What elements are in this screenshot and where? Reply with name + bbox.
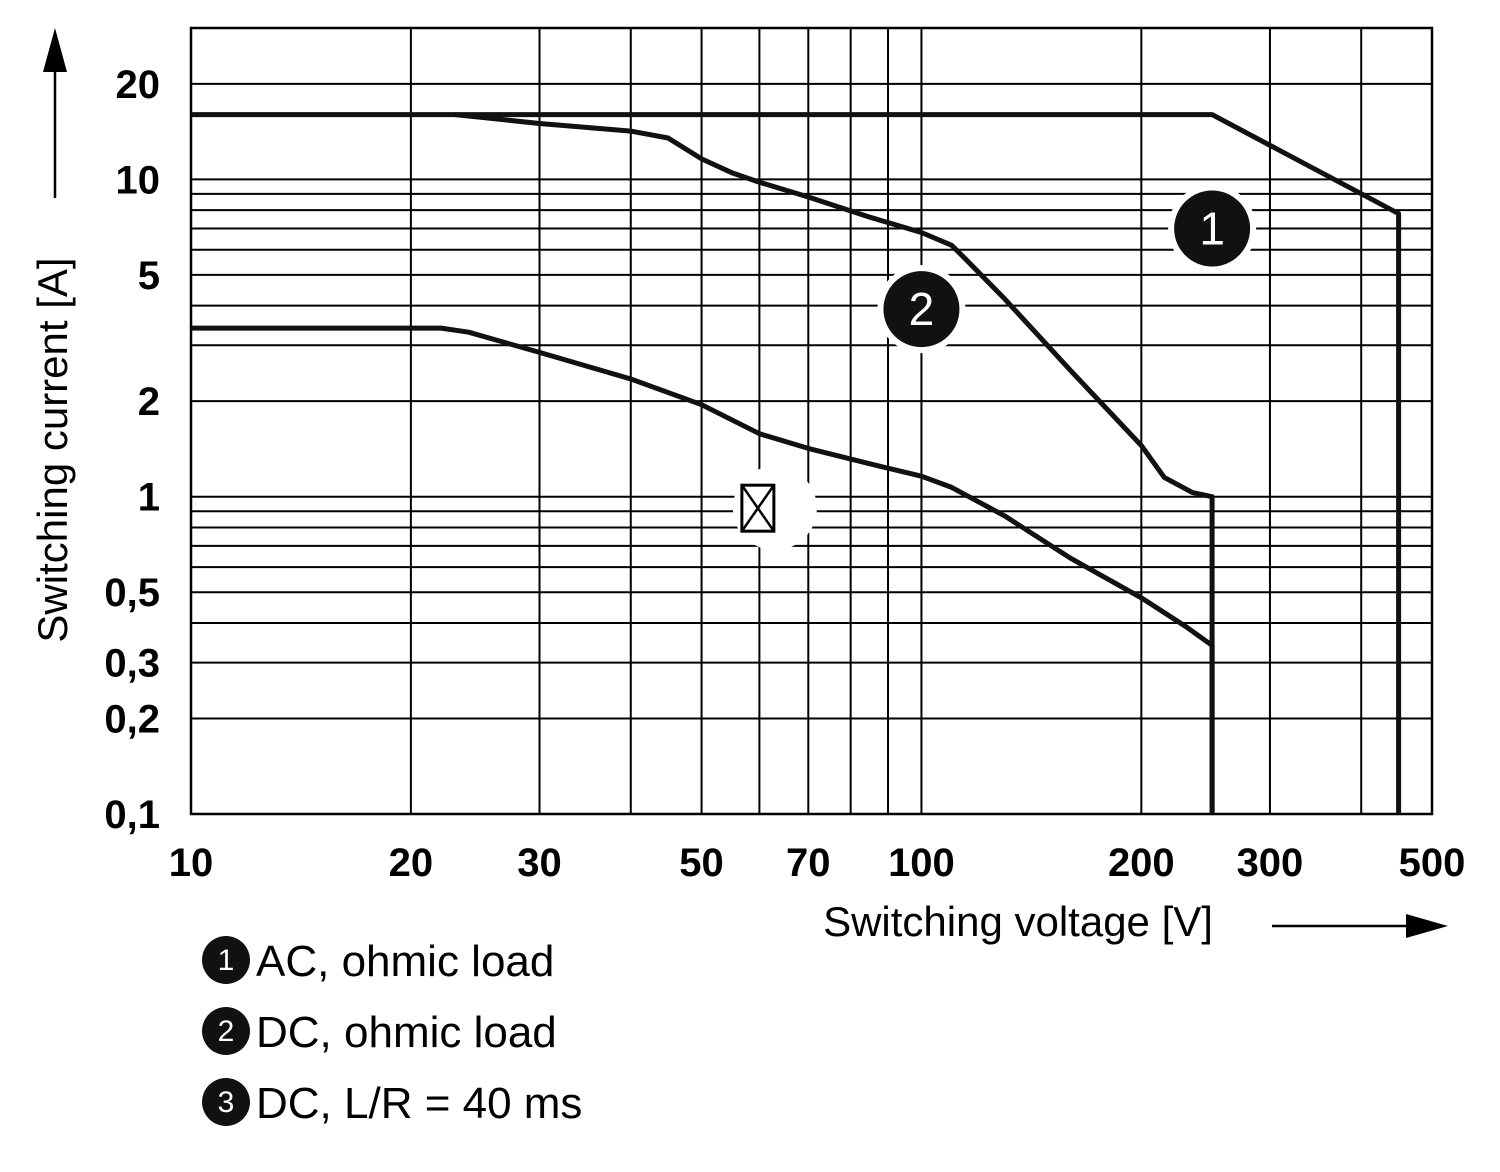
y-tick-label: 0,3 (104, 642, 160, 686)
x-tick-label: 30 (517, 841, 562, 885)
y-tick-label: 20 (116, 63, 161, 107)
series-line-1 (191, 112, 1402, 814)
y-tick-label: 1 (138, 476, 160, 520)
x-tick-label: 50 (679, 841, 724, 885)
y-axis-title: Switching current [A] (29, 257, 76, 642)
legend: 1 AC, ohmic load 2 DC, ohmic load 3 DC, L/R =… (202, 936, 582, 1128)
legend-label: AC, ohmic load (256, 937, 554, 986)
series-line-3 (191, 325, 1215, 814)
y-tick-label: 0,5 (104, 571, 160, 615)
legend-label: DC, ohmic load (256, 1008, 557, 1057)
x-tick-labels: 10 20 30 50 70 100 200 300 500 (169, 841, 1466, 885)
series-badge-2 (883, 271, 960, 348)
series-line-2 (454, 112, 1215, 814)
series-badge-number: 1 (1199, 203, 1225, 255)
legend-badge-3 (202, 1078, 250, 1126)
legend-badge-2 (202, 1007, 250, 1055)
x-tick-label: 100 (888, 841, 955, 885)
y-tick-label: 10 (116, 158, 161, 202)
y-tick-label: 2 (138, 380, 160, 424)
x-tick-label: 300 (1237, 841, 1304, 885)
y-tick-label: 0,1 (104, 793, 160, 837)
series-badge-1 (1174, 190, 1251, 267)
x-axis-title: Switching voltage [V] (823, 898, 1213, 945)
plot-frame (189, 26, 1434, 816)
legend-label: DC, L/R = 40 ms (256, 1079, 582, 1128)
x-tick-label: 200 (1108, 841, 1175, 885)
x-axis-arrow-head (1406, 914, 1448, 938)
contact-symbol-icon (732, 466, 817, 551)
legend-badge-1 (202, 936, 250, 984)
y-tick-labels: 0,1 0,2 0,3 0,5 1 2 5 10 20 (104, 63, 160, 837)
series-badge-number: 2 (909, 283, 935, 335)
y-axis-arrow-head (43, 28, 67, 72)
series-layer: 12 (191, 112, 1402, 814)
y-tick-label: 5 (138, 254, 160, 298)
legend-badge-number: 3 (218, 1086, 235, 1119)
grid (190, 27, 1433, 815)
x-tick-label: 70 (786, 841, 831, 885)
legend-badge-number: 2 (218, 1015, 235, 1048)
x-tick-label: 20 (389, 841, 434, 885)
y-tick-label: 0,2 (104, 697, 160, 741)
x-tick-label: 500 (1399, 841, 1466, 885)
legend-badge-number: 1 (218, 944, 235, 977)
x-tick-label: 10 (169, 841, 214, 885)
